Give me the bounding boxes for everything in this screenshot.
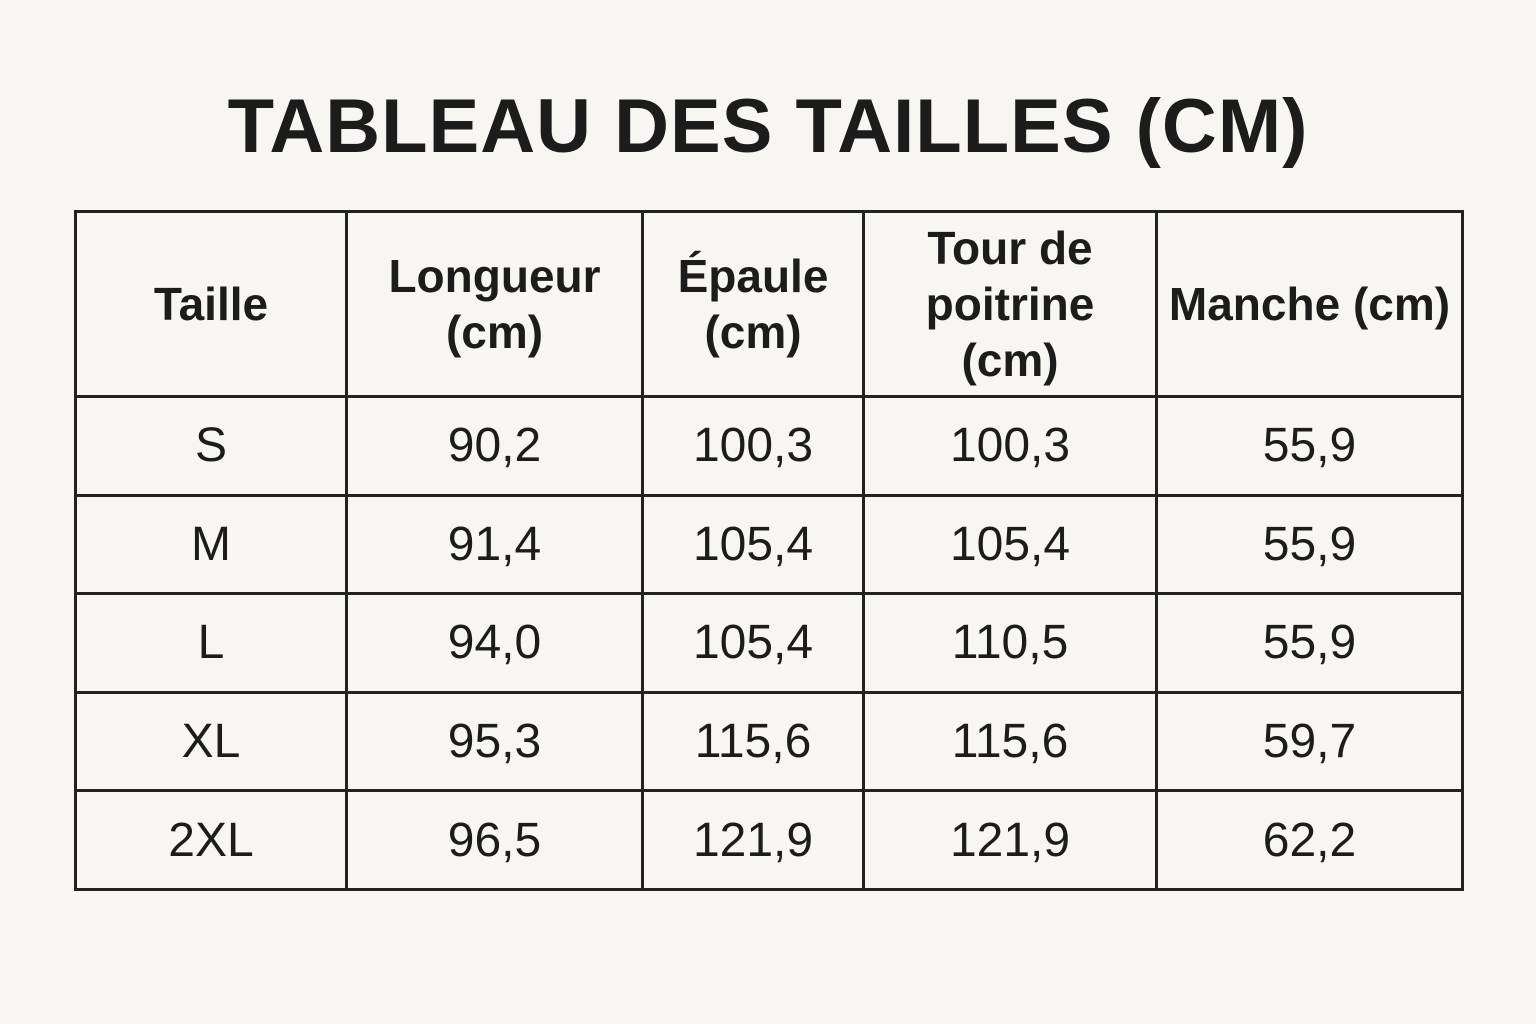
size-cell: 2XL xyxy=(74,789,348,891)
size-row: XL 95,3 115,6 115,6 59,7 xyxy=(74,690,1464,793)
measure-cell: 55,9 xyxy=(1155,493,1464,596)
measure-cell: 105,4 xyxy=(641,592,865,694)
measure-cell: 62,2 xyxy=(1155,789,1464,891)
measure-cell: 121,9 xyxy=(641,789,865,891)
header-row: Taille Longueur (cm) Épaule (cm) Tour de po… xyxy=(74,210,1464,398)
measure-cell: 105,4 xyxy=(862,493,1158,596)
size-table: Taille Longueur (cm) Épaule (cm) Tour de po… xyxy=(74,210,1464,891)
measure-cell: 115,6 xyxy=(641,690,865,793)
size-row: 2XL 96,5 121,9 121,9 62,2 xyxy=(74,789,1464,891)
measure-cell: 100,3 xyxy=(641,395,865,497)
column-header: Taille xyxy=(74,210,348,398)
size-row: L 94,0 105,4 110,5 55,9 xyxy=(74,592,1464,694)
size-row: M 91,4 105,4 105,4 55,9 xyxy=(74,493,1464,596)
column-header: Épaule (cm) xyxy=(641,210,865,398)
measure-cell: 55,9 xyxy=(1155,395,1464,497)
size-row: S 90,2 100,3 100,3 55,9 xyxy=(74,395,1464,497)
measure-cell: 121,9 xyxy=(862,789,1158,891)
column-header: Manche (cm) xyxy=(1155,210,1464,398)
size-cell: M xyxy=(74,493,348,596)
measure-cell: 91,4 xyxy=(345,493,644,596)
measure-cell: 115,6 xyxy=(862,690,1158,793)
table-head: Taille Longueur (cm) Épaule (cm) Tour de po… xyxy=(74,210,1464,398)
measure-cell: 95,3 xyxy=(345,690,644,793)
column-header: Longueur (cm) xyxy=(345,210,644,398)
measure-cell: 59,7 xyxy=(1155,690,1464,793)
size-cell: XL xyxy=(74,690,348,793)
measure-cell: 55,9 xyxy=(1155,592,1464,694)
size-cell: L xyxy=(74,592,348,694)
measure-cell: 105,4 xyxy=(641,493,865,596)
table-body: S 90,2 100,3 100,3 55,9 M 91,4 105,4 105,4 55,9 L 9… xyxy=(74,395,1464,891)
column-header: Tour de poitrine (cm) xyxy=(862,210,1158,398)
measure-cell: 94,0 xyxy=(345,592,644,694)
measure-cell: 100,3 xyxy=(862,395,1158,497)
measure-cell: 110,5 xyxy=(862,592,1158,694)
size-cell: S xyxy=(74,395,348,497)
measure-cell: 96,5 xyxy=(345,789,644,891)
title: TABLEAU DES TAILLES (CM) xyxy=(227,84,1309,169)
measure-cell: 90,2 xyxy=(345,395,644,497)
